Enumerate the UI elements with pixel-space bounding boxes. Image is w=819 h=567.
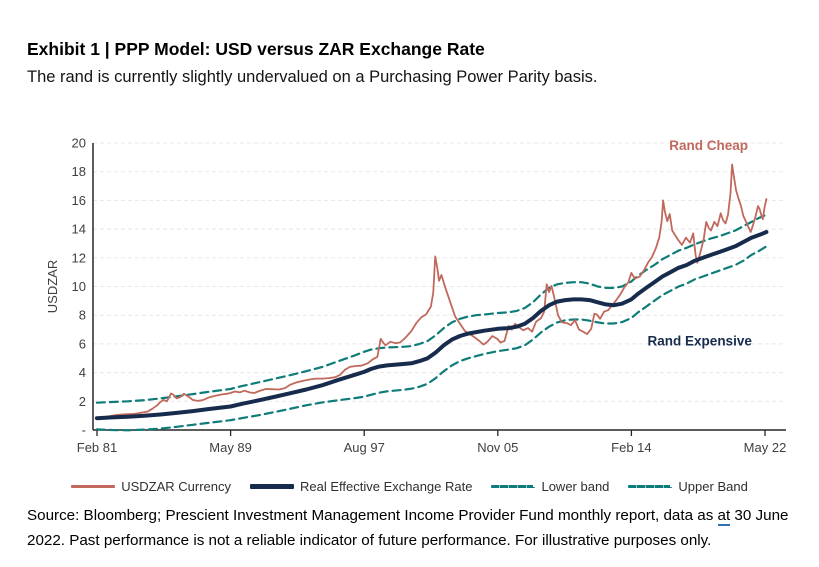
exhibit-title: Exhibit 1 | PPP Model: USD versus ZAR Ex… [27, 39, 485, 59]
series-lower-band [95, 245, 768, 432]
svg-text:10: 10 [72, 279, 86, 294]
svg-text:Feb 14: Feb 14 [611, 440, 651, 455]
y-gridlines [93, 142, 786, 402]
axes [92, 143, 786, 431]
svg-text:May 89: May 89 [209, 440, 252, 455]
source-note: Source: Bloomberg; Prescient Investment … [27, 504, 807, 554]
legend-item-lower-band: Lower band [491, 479, 609, 494]
svg-text:-: - [82, 423, 86, 438]
y-axis-title: USDZAR [45, 260, 60, 313]
y-axis-labels: 20 18 16 14 12 10 8 6 4 2 - [72, 136, 86, 438]
svg-text:6: 6 [79, 336, 86, 351]
annotation-rand-expensive: Rand Expensive [648, 333, 753, 348]
svg-text:Feb 81: Feb 81 [77, 440, 117, 455]
legend-line-swatch [491, 485, 536, 488]
legend-line-swatch [628, 485, 673, 488]
legend-label: Upper Band [678, 479, 748, 494]
svg-text:Nov 05: Nov 05 [477, 440, 518, 455]
svg-text:May 22: May 22 [744, 440, 787, 455]
legend-label: Real Effective Exchange Rate [299, 479, 473, 494]
legend-line-swatch [71, 485, 116, 488]
x-axis-ticks: Feb 81 May 89 Aug 97 Nov 05 Feb 14 May 22 [77, 430, 787, 455]
svg-text:12: 12 [72, 250, 86, 265]
svg-text:Aug 97: Aug 97 [344, 440, 385, 455]
svg-text:20: 20 [72, 136, 86, 151]
exhibit-subtitle: The rand is currently slightly undervalu… [27, 68, 598, 86]
svg-text:14: 14 [72, 222, 86, 237]
annotation-rand-cheap: Rand Cheap [669, 138, 748, 153]
svg-text:2: 2 [79, 394, 86, 409]
svg-text:16: 16 [72, 193, 86, 208]
source-text-2: 30 June 2022. Past performance is not a … [27, 507, 789, 549]
svg-text:8: 8 [79, 308, 86, 323]
series-real-effective-exchange-rate [94, 230, 769, 421]
legend-line-swatch [249, 484, 294, 489]
source-text-1: Source: Bloomberg; Prescient Investment … [27, 507, 718, 524]
ppp-chart-canvas: Feb 81 May 89 Aug 97 Nov 05 Feb 14 May 22 20 18… [45, 136, 787, 456]
legend-item-usdzar-currency: USDZAR Currency [71, 479, 231, 494]
legend-item-upper-band: Upper Band [628, 479, 748, 494]
svg-text:4: 4 [79, 365, 86, 380]
svg-text:18: 18 [72, 164, 86, 179]
legend-label: Lower band [541, 479, 610, 494]
chart-legend: USDZAR Currency Real Effective Exchange R… [0, 479, 819, 494]
series-usdzar-currency [96, 163, 768, 419]
legend-label: USDZAR Currency [121, 479, 231, 494]
series-upper-band [95, 213, 768, 404]
legend-item-real-effective-exchange-rate: Real Effective Exchange Rate [249, 479, 473, 494]
grammar-underlined-word: at [717, 507, 731, 526]
